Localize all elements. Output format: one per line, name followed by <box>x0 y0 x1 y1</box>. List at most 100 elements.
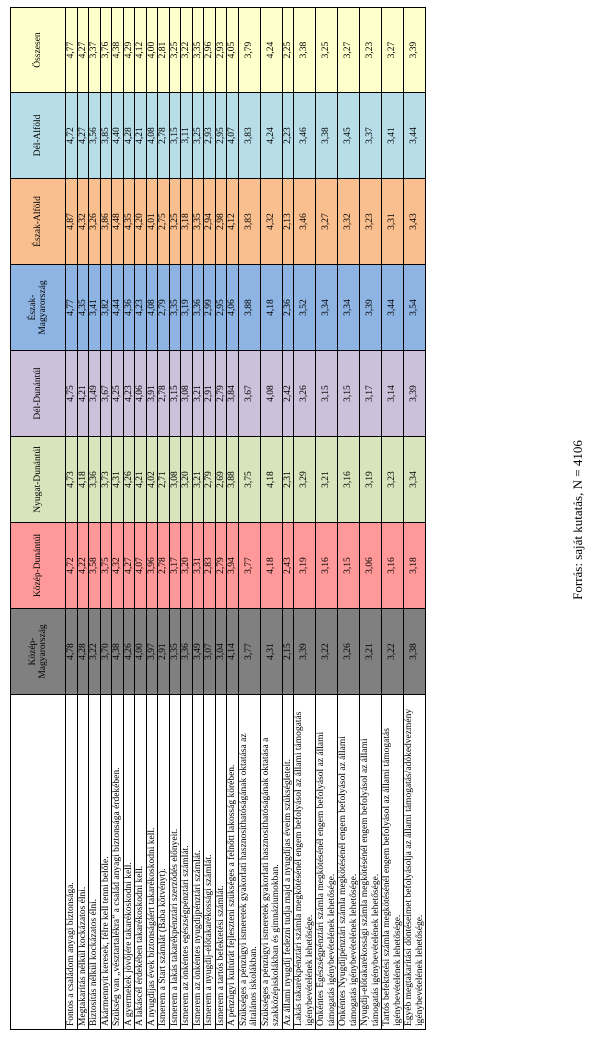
value-cell: 4,12 <box>226 178 238 265</box>
value-cell: 2,15 <box>282 608 294 695</box>
value-cell: 2,69 <box>215 436 227 523</box>
value-cell: 3,35 <box>192 178 204 265</box>
value-cell: 4,21 <box>134 436 146 523</box>
value-cell: 3,18 <box>180 178 192 265</box>
row-label: A pénzügyi kultúrát fejleszteni szüksége… <box>226 694 238 1030</box>
value-cell: 2,95 <box>215 264 227 351</box>
value-cell: 3,46 <box>293 92 316 179</box>
value-cell: 2,93 <box>203 92 215 179</box>
value-cell: 3,54 <box>403 264 426 351</box>
row-label: Megtakarítás nélkül kockázatos élni. <box>77 694 89 1030</box>
value-cell: 3,06 <box>359 522 382 609</box>
value-cell: 3,36 <box>180 608 192 695</box>
column-header: Közép-Magyarország <box>10 608 66 695</box>
value-cell: 4,21 <box>134 92 146 179</box>
value-cell: 3,23 <box>381 436 404 523</box>
value-cell: 3,36 <box>192 264 204 351</box>
value-cell: 4,02 <box>146 436 158 523</box>
row-label: Ismerem a lakás takarékpénztári szerződé… <box>169 694 181 1030</box>
row-label: Akármennyit keresek, félre kell tenni be… <box>100 694 112 1030</box>
value-cell: 3,39 <box>403 7 426 93</box>
value-cell: 2,43 <box>282 522 294 609</box>
row-label: Fontos a családom anyagi biztonsága. <box>65 694 77 1030</box>
value-cell: 3,21 <box>359 608 382 695</box>
value-cell: 3,77 <box>238 608 260 695</box>
value-cell: 2,36 <box>282 264 294 351</box>
value-cell: 3,38 <box>293 7 316 93</box>
value-cell: 3,26 <box>337 608 360 695</box>
value-cell: 4,27 <box>77 92 89 179</box>
value-cell: 3,22 <box>315 608 338 695</box>
value-cell: 3,32 <box>337 178 360 265</box>
value-cell: 2,91 <box>203 350 215 437</box>
value-cell: 3,04 <box>215 608 227 695</box>
table-row: Szükséges a pénzügyi ismeretek gyakorlat… <box>260 7 282 1030</box>
value-cell: 3,27 <box>337 7 360 93</box>
row-label: Biztosítás nélkül kockázatos élni. <box>88 694 100 1030</box>
value-cell: 4,27 <box>77 7 89 93</box>
value-cell: 3,16 <box>337 436 360 523</box>
value-cell: 4,44 <box>111 264 123 351</box>
table-row: Ismerem az önkéntes nyugdíjpénztári szám… <box>192 7 204 1030</box>
value-cell: 3,23 <box>359 178 382 265</box>
value-cell: 4,07 <box>134 522 146 609</box>
value-cell: 4,38 <box>111 608 123 695</box>
value-cell: 3,27 <box>315 178 338 265</box>
value-cell: 4,08 <box>146 264 158 351</box>
value-cell: 4,24 <box>260 7 282 93</box>
value-cell: 3,26 <box>88 178 100 265</box>
row-label: Ismerem a nyugdíj-előtakarékossági száml… <box>203 694 215 1030</box>
value-cell: 3,67 <box>238 350 260 437</box>
column-header: Észak-Magyarország <box>10 264 66 351</box>
value-cell: 4,29 <box>123 7 135 93</box>
value-cell: 3,15 <box>337 350 360 437</box>
value-cell: 4,32 <box>111 522 123 609</box>
value-cell: 3,41 <box>88 264 100 351</box>
value-cell: 4,32 <box>260 178 282 265</box>
value-cell: 3,16 <box>381 522 404 609</box>
value-cell: 3,94 <box>226 522 238 609</box>
value-cell: 3,35 <box>169 264 181 351</box>
value-cell: 3,07 <box>203 608 215 695</box>
value-cell: 4,08 <box>146 92 158 179</box>
value-cell: 2,96 <box>203 7 215 93</box>
value-cell: 3,83 <box>238 92 260 179</box>
value-cell: 3,58 <box>88 522 100 609</box>
value-cell: 3,38 <box>403 608 426 695</box>
row-label: Egyéb megtakarítási döntéseimet befolyás… <box>403 694 426 1030</box>
table-row: Szükséges a pénzügyi ismeretek gyakorlat… <box>238 7 260 1030</box>
value-cell: 2,91 <box>157 608 169 695</box>
value-cell: 2,79 <box>215 522 227 609</box>
value-cell: 3,44 <box>381 264 404 351</box>
row-label: Nyugdíj-előtakarékossági számla megkötés… <box>359 694 382 1030</box>
value-cell: 4,77 <box>65 7 77 93</box>
value-cell: 3,21 <box>192 350 204 437</box>
value-cell: 3,35 <box>192 7 204 93</box>
value-cell: 3,39 <box>359 264 382 351</box>
table-row: Lakás takarékpénztári számla megkötéséné… <box>293 7 316 1030</box>
value-cell: 3,39 <box>293 608 316 695</box>
value-cell: 4,01 <box>146 178 158 265</box>
value-cell: 4,06 <box>134 350 146 437</box>
source-note: Forrás: saját kutatás, N = 4106 <box>570 440 585 600</box>
value-cell: 3,79 <box>238 7 260 93</box>
table-row: Nyugdíj-előtakarékossági számla megkötés… <box>359 7 382 1030</box>
column-header: Közép-Dunántúl <box>10 522 66 609</box>
value-cell: 3,84 <box>226 350 238 437</box>
value-cell: 4,00 <box>134 608 146 695</box>
table-row: Ismerem az önkéntes egészségpénztári szá… <box>180 7 192 1030</box>
value-cell: 3,25 <box>169 178 181 265</box>
value-cell: 3,25 <box>315 7 338 93</box>
row-label: A lakáscél érdekében takarékoskodni kell… <box>134 694 146 1030</box>
value-cell: 3,46 <box>293 178 316 265</box>
value-cell: 3,15 <box>337 522 360 609</box>
table-row: Fontos a családom anyagi biztonsága. 4,78… <box>65 7 77 1030</box>
value-cell: 3,19 <box>180 264 192 351</box>
value-cell: 3,34 <box>403 436 426 523</box>
value-cell: 4,00 <box>146 7 158 93</box>
table-body: Fontos a családom anyagi biztonsága. 4,78… <box>65 7 426 1030</box>
value-cell: 3,39 <box>403 350 426 437</box>
value-cell: 2,25 <box>282 7 294 93</box>
value-cell: 3,97 <box>146 608 158 695</box>
